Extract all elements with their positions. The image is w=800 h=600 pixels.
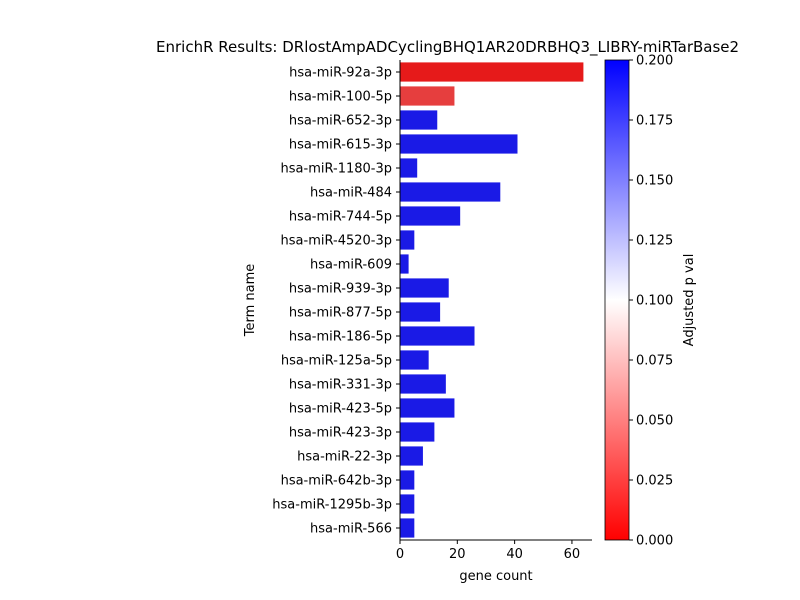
bar-hsa-miR-423-5p — [400, 398, 455, 418]
bar-hsa-miR-615-3p — [400, 134, 518, 154]
bar-hsa-miR-423-3p — [400, 422, 435, 442]
y-tick-label: hsa-miR-423-5p — [289, 402, 392, 417]
bar-hsa-miR-484 — [400, 182, 501, 202]
bars-group — [400, 62, 584, 538]
y-axis-label: Term name — [243, 264, 258, 338]
bar-hsa-miR-877-5p — [400, 302, 441, 322]
bar-hsa-miR-652-3p — [400, 110, 438, 130]
bar-hsa-miR-1180-3p — [400, 158, 418, 178]
y-tick-label: hsa-miR-22-3p — [297, 450, 392, 465]
y-tick-label: hsa-miR-186-5p — [289, 330, 392, 345]
y-tick-label: hsa-miR-423-3p — [289, 426, 392, 441]
x-tick-label: 20 — [449, 547, 466, 562]
y-tick-label: hsa-miR-125a-5p — [281, 354, 392, 369]
bar-hsa-miR-744-5p — [400, 206, 461, 226]
colorbar-label: Adjusted p val — [682, 254, 697, 347]
bar-hsa-miR-331-3p — [400, 374, 446, 394]
bar-hsa-miR-186-5p — [400, 326, 475, 346]
y-tick-label: hsa-miR-642b-3p — [281, 474, 392, 489]
bar-hsa-miR-4520-3p — [400, 230, 415, 250]
x-axis-label: gene count — [459, 569, 532, 584]
bar-hsa-miR-125a-5p — [400, 350, 429, 370]
y-tick-label: hsa-miR-331-3p — [289, 378, 392, 393]
y-tick-labels: hsa-miR-92a-3p hsa-miR-100-5p hsa-miR-652-… — [272, 66, 400, 537]
y-tick-label: hsa-miR-484 — [310, 186, 392, 201]
x-tick-label: 0 — [396, 547, 404, 562]
y-tick-label: hsa-miR-1295b-3p — [272, 498, 392, 513]
y-tick-label: hsa-miR-100-5p — [289, 90, 392, 105]
colorbar-tick-label: 0.125 — [636, 234, 673, 249]
colorbar-tick-label: 0.200 — [636, 54, 673, 69]
bar-hsa-miR-939-3p — [400, 278, 449, 298]
bar-hsa-miR-1295b-3p — [400, 494, 415, 514]
chart-title: EnrichR Results: DRlostAmpADCyclingBHQ1A… — [156, 38, 739, 57]
colorbar-tick-label: 0.175 — [636, 114, 673, 129]
y-tick-label: hsa-miR-92a-3p — [289, 66, 392, 81]
colorbar-tick-label: 0.025 — [636, 474, 673, 489]
bar-hsa-miR-642b-3p — [400, 470, 415, 490]
y-tick-label: hsa-miR-744-5p — [289, 210, 392, 225]
y-tick-label: hsa-miR-652-3p — [289, 114, 392, 129]
y-tick-label: hsa-miR-1180-3p — [281, 162, 392, 177]
colorbar-tick-label: 0.050 — [636, 414, 673, 429]
y-tick-label: hsa-miR-566 — [310, 522, 392, 537]
x-tick-label: 60 — [564, 547, 581, 562]
bar-hsa-miR-609 — [400, 254, 409, 274]
colorbar-tick-label: 0.150 — [636, 174, 673, 189]
colorbar — [604, 59, 630, 541]
colorbar-tick-label: 0.075 — [636, 354, 673, 369]
x-tick-labels: 0 20 40 60 — [396, 540, 580, 562]
y-tick-label: hsa-miR-4520-3p — [281, 234, 392, 249]
x-tick-label: 40 — [506, 547, 523, 562]
colorbar-tick-labels: 0.000 0.025 0.050 0.075 0.100 0.125 0.150 0.175… — [629, 54, 673, 549]
y-tick-label: hsa-miR-877-5p — [289, 306, 392, 321]
bar-hsa-miR-566 — [400, 518, 415, 538]
bar-hsa-miR-92a-3p — [400, 62, 584, 82]
y-tick-label: hsa-miR-609 — [310, 258, 392, 273]
y-tick-label: hsa-miR-615-3p — [289, 138, 392, 153]
bar-hsa-miR-100-5p — [400, 86, 455, 106]
colorbar-tick-label: 0.000 — [636, 534, 673, 549]
y-tick-label: hsa-miR-939-3p — [289, 282, 392, 297]
colorbar-tick-label: 0.100 — [636, 294, 673, 309]
bar-hsa-miR-22-3p — [400, 446, 423, 466]
